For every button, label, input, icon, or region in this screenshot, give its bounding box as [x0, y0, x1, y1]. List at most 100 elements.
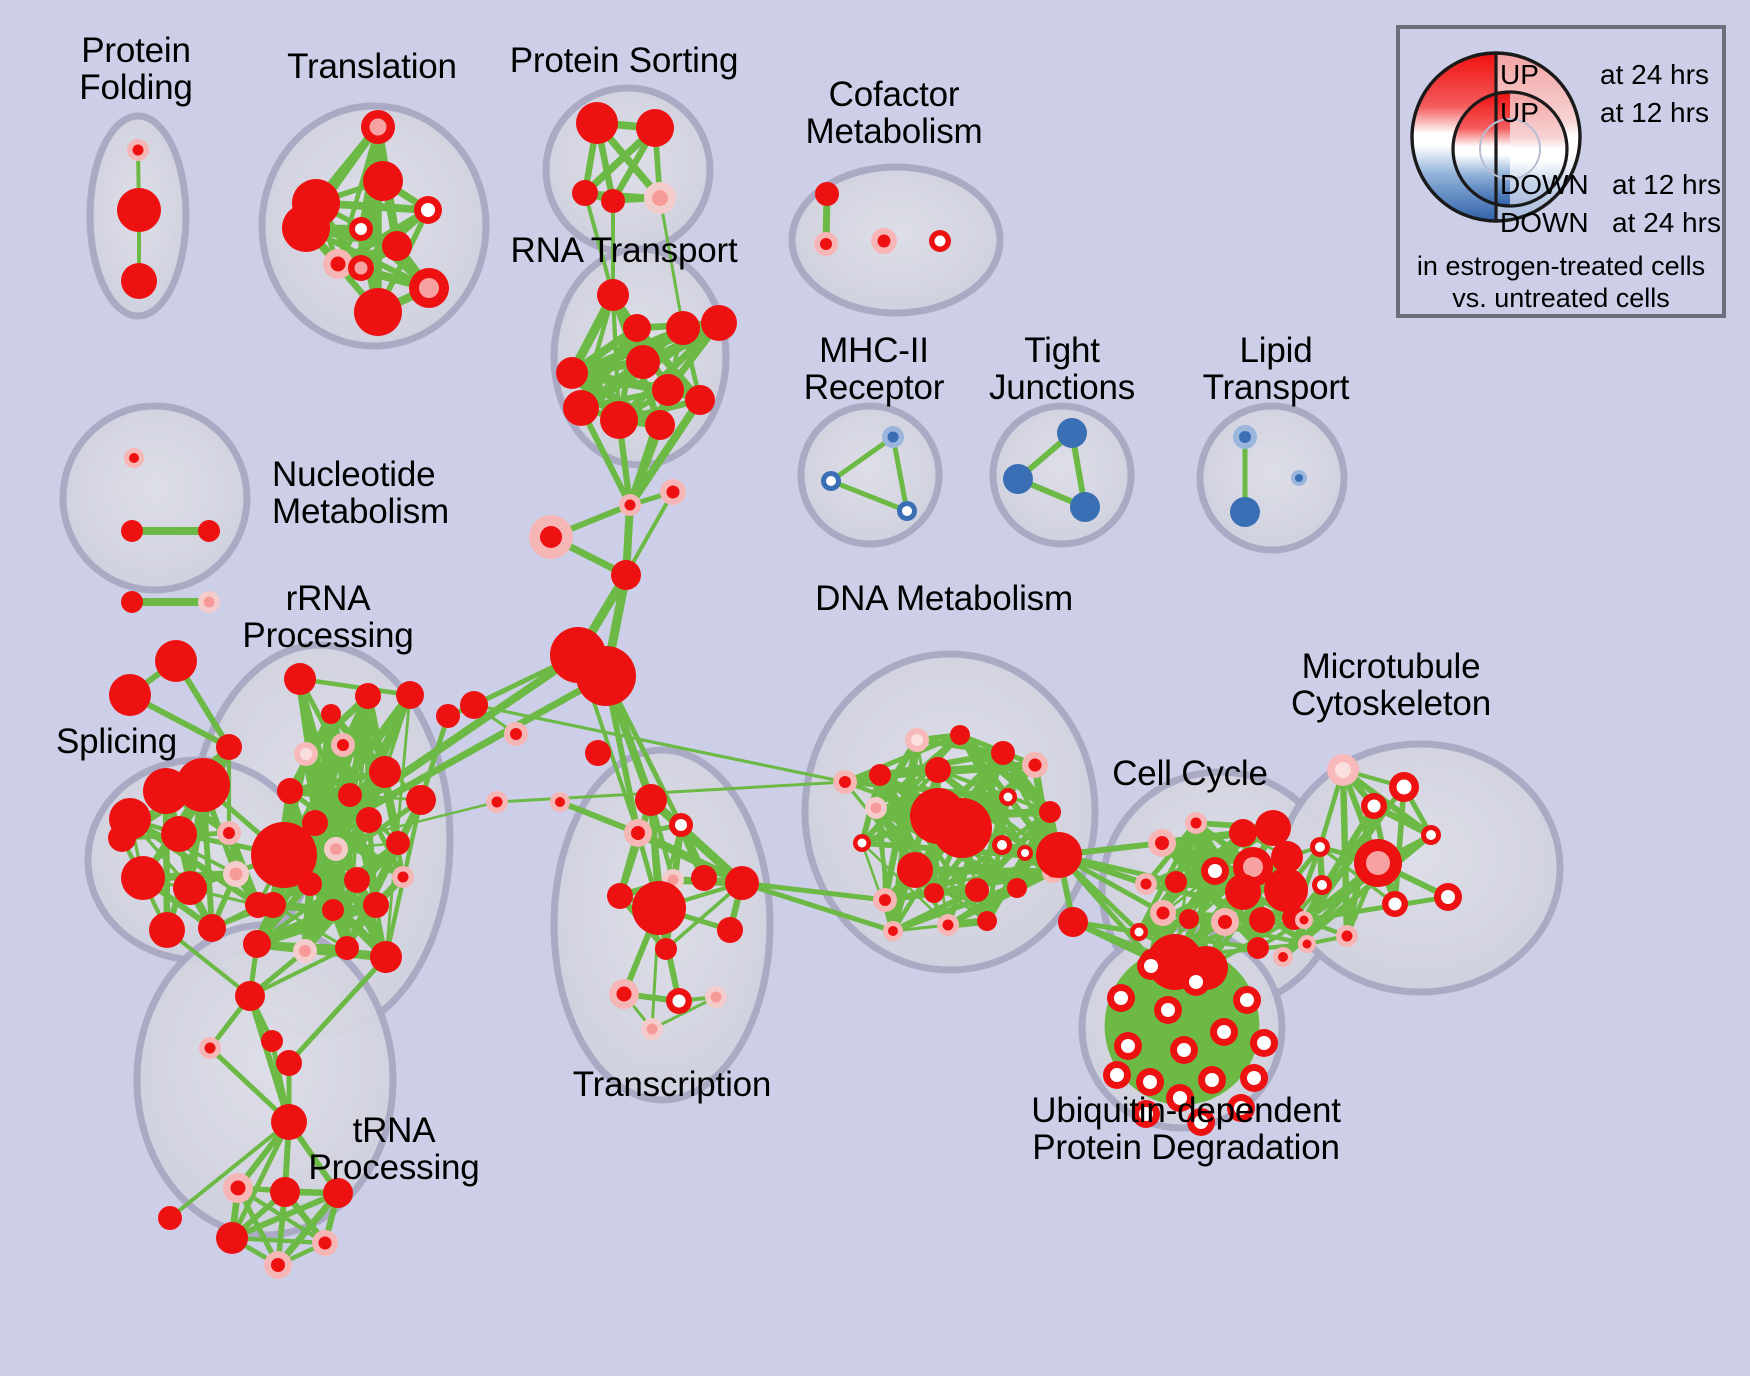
network-node	[601, 189, 625, 213]
network-node	[271, 1104, 307, 1140]
network-node	[1201, 857, 1229, 885]
network-node	[338, 783, 362, 807]
network-node	[853, 834, 871, 852]
network-node	[585, 740, 611, 766]
network-node	[235, 981, 265, 1011]
cluster-ellipse-lipid-transport	[1196, 402, 1348, 554]
network-node	[529, 515, 573, 559]
cluster-label-trna-processing: tRNA Processing	[308, 1111, 480, 1188]
network-node	[977, 911, 997, 931]
cluster-ellipse-nucleotide	[59, 402, 251, 594]
network-node	[641, 1018, 663, 1040]
network-node	[924, 883, 944, 903]
network-node	[572, 180, 598, 206]
network-node	[251, 822, 317, 888]
network-node	[1227, 1094, 1255, 1122]
network-node	[158, 1206, 182, 1230]
network-node	[1017, 845, 1033, 861]
cluster-label-translation: Translation	[287, 47, 457, 86]
cluster-label-microtubule: Microtubule Cytoskeleton	[1291, 647, 1491, 724]
network-node	[1136, 1068, 1164, 1096]
network-node	[382, 231, 412, 261]
network-node	[1148, 829, 1176, 857]
network-node	[1058, 907, 1088, 937]
network-node	[691, 865, 717, 891]
network-node	[121, 591, 143, 613]
network-node	[1291, 470, 1307, 486]
network-node	[965, 878, 989, 902]
network-node	[176, 758, 230, 812]
legend-time-3: at 24 hrs	[1612, 207, 1721, 238]
network-node	[1057, 418, 1087, 448]
network-node	[815, 182, 839, 206]
network-node	[1255, 810, 1291, 846]
network-node	[335, 936, 359, 960]
network-node	[264, 1251, 292, 1279]
cluster-label-protein-folding: Protein Folding	[79, 31, 193, 108]
network-node	[1022, 752, 1048, 778]
network-node	[550, 792, 570, 812]
network-node	[883, 921, 903, 941]
network-node	[312, 1230, 338, 1256]
cluster-label-mhc-ii: MHC-II Receptor	[803, 331, 945, 408]
network-node	[199, 1037, 221, 1059]
network-node	[624, 819, 652, 847]
network-node	[216, 1222, 248, 1254]
network-node	[1361, 793, 1387, 819]
network-node	[302, 810, 328, 836]
legend-state-1: UP	[1500, 97, 1539, 128]
network-node	[1114, 1032, 1142, 1060]
network-node	[1007, 878, 1027, 898]
network-node	[1327, 754, 1359, 786]
network-node	[349, 217, 373, 241]
network-node	[666, 311, 700, 345]
network-node	[392, 866, 414, 888]
network-node	[198, 591, 220, 613]
network-node	[1154, 996, 1182, 1024]
cluster-label-cofactor: Cofactor Metabolism	[805, 75, 983, 152]
network-node	[1271, 841, 1303, 873]
cluster-label-rna-transport: RNA Transport	[510, 231, 738, 270]
network-node	[261, 1030, 283, 1052]
network-node	[109, 674, 151, 716]
network-node	[270, 1177, 300, 1207]
network-node	[1247, 937, 1269, 959]
network-node	[386, 831, 410, 855]
network-node	[652, 374, 684, 406]
cluster-label-ubiquitin: Ubiquitin-dependent Protein Degradation	[1031, 1091, 1341, 1168]
network-node	[1003, 464, 1033, 494]
network-node	[701, 305, 737, 341]
network-node	[298, 872, 322, 896]
network-node	[992, 835, 1012, 855]
network-node	[833, 770, 857, 794]
network-node	[117, 188, 161, 232]
network-node	[865, 797, 887, 819]
cluster-label-protein-sorting: Protein Sorting	[509, 41, 739, 80]
network-node	[1170, 1036, 1198, 1064]
network-node	[486, 791, 508, 813]
network-node	[161, 816, 197, 852]
network-node	[173, 871, 207, 905]
network-node	[1382, 891, 1408, 917]
network-node	[1310, 837, 1330, 857]
network-node	[660, 479, 686, 505]
network-node	[600, 401, 638, 439]
network-node	[897, 852, 933, 888]
cluster-label-dna-metabolism: DNA Metabolism	[815, 579, 1073, 618]
network-node	[705, 986, 727, 1008]
legend-time-1: at 12 hrs	[1600, 97, 1709, 128]
network-node	[1130, 923, 1148, 941]
network-node	[576, 102, 618, 144]
network-node	[882, 426, 904, 448]
network-node	[155, 640, 197, 682]
network-node	[396, 681, 424, 709]
network-node	[223, 861, 249, 887]
network-node	[1107, 984, 1135, 1012]
network-node	[223, 1173, 253, 1203]
network-node	[576, 646, 636, 706]
network-node	[636, 109, 674, 147]
network-node	[563, 390, 599, 426]
network-node	[871, 228, 897, 254]
network-node	[1249, 907, 1275, 933]
network-node	[1312, 875, 1332, 895]
